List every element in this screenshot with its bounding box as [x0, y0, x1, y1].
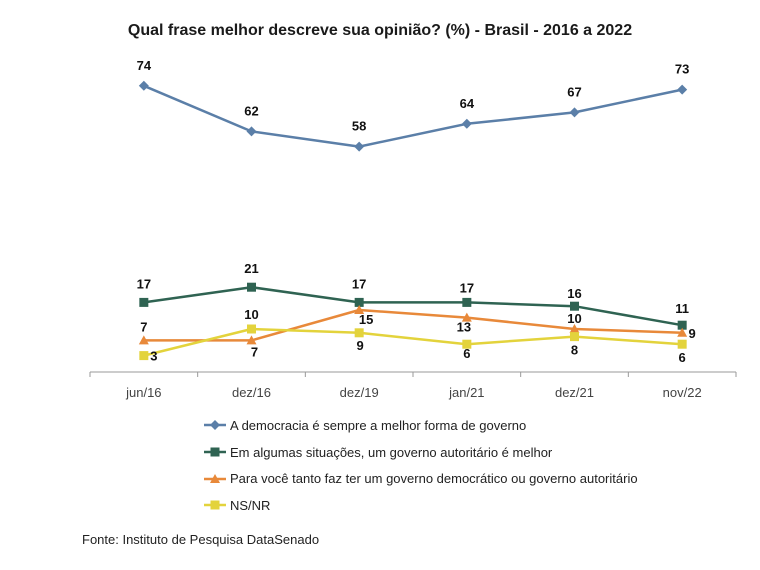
legend-item: NS/NR — [204, 492, 638, 519]
data-label: 58 — [352, 119, 366, 134]
data-point-marker — [461, 118, 472, 129]
data-label: 7 — [251, 344, 258, 359]
data-label: 74 — [137, 58, 152, 73]
data-point-marker — [139, 297, 149, 307]
line-chart: jun/16 dez/16 dez/19 jan/21 dez/21 nov/22 74 6… — [89, 58, 737, 400]
legend-label: NS/NR — [230, 497, 271, 513]
series-line — [143, 327, 683, 357]
data-label: 21 — [244, 261, 258, 276]
series-line — [143, 285, 683, 327]
data-point-marker — [247, 282, 256, 292]
x-tick-label: jun/16 — [125, 385, 161, 400]
data-point-marker — [247, 324, 256, 334]
data-label: 10 — [244, 307, 258, 322]
data-point-marker — [677, 339, 687, 349]
data-point-marker — [570, 332, 579, 342]
data-label: 7 — [140, 319, 147, 334]
legend-swatch — [204, 500, 226, 510]
data-point-marker — [354, 328, 364, 338]
data-point-marker — [677, 320, 687, 330]
data-point-marker — [677, 84, 688, 95]
x-tick-label: nov/22 — [663, 385, 702, 400]
data-point-marker — [354, 141, 365, 152]
data-point-marker — [246, 335, 257, 345]
data-point-marker — [138, 80, 149, 91]
x-tick-label: dez/21 — [555, 385, 594, 400]
data-label: 15 — [359, 312, 373, 327]
data-point-marker — [139, 351, 149, 361]
legend-item: A democracia é sempre a melhor forma de … — [204, 412, 638, 439]
data-label: 9 — [689, 326, 696, 341]
data-point-marker — [461, 312, 472, 322]
legend-item: Para você tanto faz ter um governo democ… — [204, 465, 638, 492]
data-label: 64 — [460, 96, 475, 111]
data-label: 8 — [571, 343, 578, 358]
data-point-marker — [570, 301, 579, 311]
x-tick-label: jan/21 — [448, 385, 484, 400]
legend-swatch — [204, 473, 226, 483]
legend-item: Em algumas situações, um governo autorit… — [204, 439, 638, 466]
data-point-marker — [138, 335, 149, 345]
data-label: 10 — [567, 311, 581, 326]
data-label: 11 — [675, 301, 689, 316]
data-point-marker — [569, 324, 580, 333]
data-label: 6 — [463, 346, 470, 361]
data-point-marker — [462, 297, 472, 307]
data-label: 17 — [352, 276, 366, 291]
data-label: 13 — [457, 320, 471, 335]
data-label: 62 — [244, 103, 258, 118]
chart-title: Qual frase melhor descreve sua opinião? … — [127, 22, 633, 39]
data-label: 9 — [357, 338, 364, 353]
data-label: 3 — [150, 349, 157, 364]
legend-swatch — [204, 447, 226, 457]
data-point-marker — [462, 339, 472, 349]
series-line — [143, 308, 683, 342]
legend-label: Em algumas situações, um governo autorit… — [230, 444, 553, 460]
data-point-marker — [354, 297, 364, 307]
series-line — [143, 84, 683, 148]
legend-label: A democracia é sempre a melhor forma de … — [230, 417, 527, 433]
legend: A democracia é sempre a melhor forma de … — [204, 412, 638, 519]
data-label: 17 — [137, 276, 151, 291]
data-label: 67 — [567, 84, 581, 99]
x-tick-label: dez/16 — [232, 385, 271, 400]
data-point-marker — [569, 107, 580, 118]
data-label: 73 — [675, 62, 689, 77]
data-label: 17 — [460, 280, 474, 295]
data-point-marker — [677, 327, 688, 337]
source-note: Fonte: Instituto de Pesquisa DataSenado — [82, 532, 320, 547]
data-label: 6 — [679, 350, 686, 365]
x-tick-label: dez/19 — [340, 385, 379, 400]
data-point-marker — [246, 126, 257, 137]
data-point-marker — [354, 305, 365, 314]
data-label: 16 — [567, 286, 581, 301]
legend-swatch — [204, 420, 226, 431]
legend-label: Para você tanto faz ter um governo democ… — [230, 471, 638, 487]
